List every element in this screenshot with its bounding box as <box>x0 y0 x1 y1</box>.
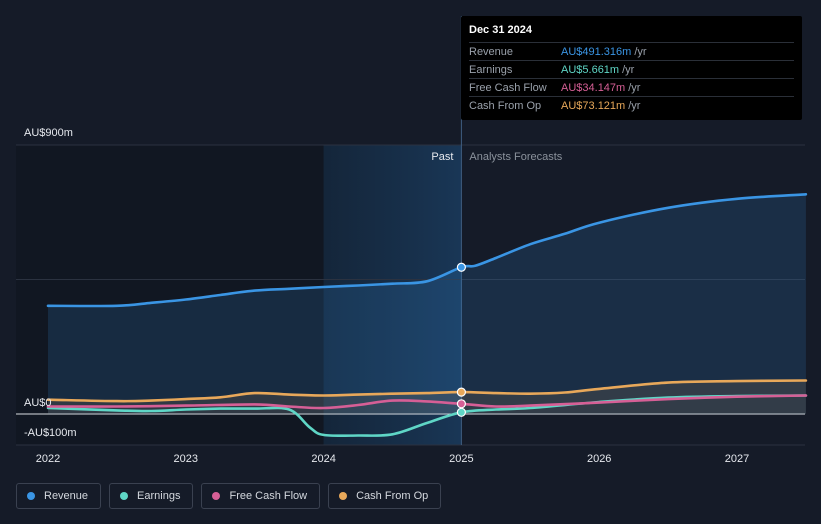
x-tick-label: 2025 <box>449 453 473 465</box>
free-cash-flow-marker <box>456 399 466 409</box>
y-tick-label: AU$0 <box>24 397 52 409</box>
free-cash-flow-line <box>46 394 808 410</box>
cash-from-op-line <box>46 379 808 403</box>
tooltip-label: Revenue <box>469 45 514 58</box>
revenue-area <box>48 194 806 414</box>
legend-label: Free Cash Flow <box>229 490 308 502</box>
past-label: Past <box>431 151 453 163</box>
x-tick-label: 2026 <box>587 453 611 465</box>
y-tick-label: AU$900m <box>24 127 73 139</box>
legend-dot-icon <box>120 492 129 500</box>
tooltip-value: AU$73.121m <box>561 99 626 112</box>
legend-item-revenue[interactable]: Revenue <box>16 483 102 509</box>
tooltip-label: Cash From Op <box>469 99 542 112</box>
revenue-marker <box>456 262 466 272</box>
tooltip-value: AU$34.147m <box>561 81 626 94</box>
tooltip-row-revenue: Revenue AU$491.316m /yr <box>469 42 794 60</box>
legend-item-cash-from-op[interactable]: Cash From Op <box>328 483 442 509</box>
legend-label: Revenue <box>44 490 89 502</box>
legend-item-earnings[interactable]: Earnings <box>109 483 194 509</box>
x-tick-label: 2022 <box>36 453 60 465</box>
tooltip-value: AU$5.661m <box>561 63 620 76</box>
forecast-label: Analysts Forecasts <box>469 151 562 163</box>
legend-label: Earnings <box>137 490 181 502</box>
x-tick-label: 2027 <box>725 453 749 465</box>
legend-label: Cash From Op <box>356 490 429 502</box>
chart-legend: Revenue Earnings Free Cash Flow Cash Fro… <box>16 483 442 509</box>
tooltip-unit: /yr <box>628 99 641 112</box>
tooltip-row-earnings: Earnings AU$5.661m /yr <box>469 60 794 78</box>
legend-dot-icon <box>212 492 221 500</box>
data-tooltip: Dec 31 2024 Revenue AU$491.316m /yr Earn… <box>461 16 802 120</box>
legend-dot-icon <box>27 492 35 500</box>
tooltip-label: Earnings <box>469 63 513 76</box>
tooltip-unit: /yr <box>634 45 647 58</box>
tooltip-unit: /yr <box>628 81 641 94</box>
revenue-line <box>46 193 808 308</box>
tooltip-date: Dec 31 2024 <box>469 24 532 36</box>
y-tick-label: -AU$100m <box>24 427 77 439</box>
x-tick-label: 2023 <box>174 453 198 465</box>
tooltip-value: AU$491.316m <box>561 45 632 58</box>
legend-item-free-cash-flow[interactable]: Free Cash Flow <box>201 483 321 509</box>
legend-dot-icon <box>339 492 348 500</box>
tooltip-label: Free Cash Flow <box>469 81 547 94</box>
tooltip-unit: /yr <box>622 63 635 76</box>
cash-from-op-marker <box>456 387 466 397</box>
earnings-marker <box>456 407 466 417</box>
x-tick-label: 2024 <box>311 453 335 465</box>
tooltip-row-free-cash-flow: Free Cash Flow AU$34.147m /yr <box>469 78 794 96</box>
tooltip-row-cash-from-op: Cash From Op AU$73.121m /yr <box>469 96 794 114</box>
